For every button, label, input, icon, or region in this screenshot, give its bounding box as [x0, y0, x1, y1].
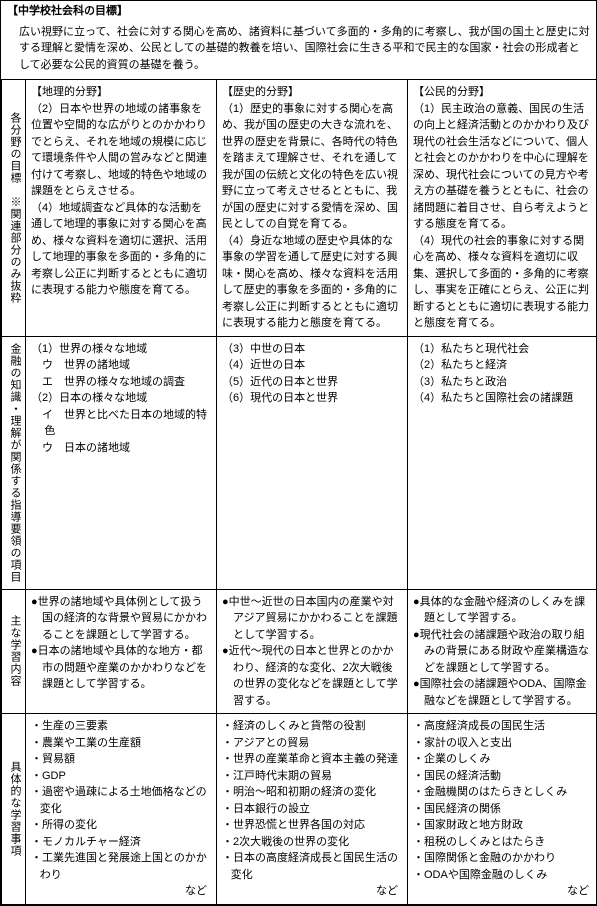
goals-civic-text: （1）民主政治の意義、国民の生活の向上と経済活動とのかかわり及び現代の社会生活な…	[413, 101, 593, 332]
cell-content-hist: ●中世〜近世の日本国内の産業や対アジア貿易にかかわることを課題として学習する。●…	[217, 589, 408, 714]
list-item: ・生産の三要素	[31, 718, 211, 735]
list-item: （3）私たちと政治	[413, 374, 593, 391]
list-item: ・2次大戦後の世界の変化	[222, 834, 402, 851]
list-item: （1）世界の様々な地域	[31, 341, 211, 358]
header-section: 【中学校社会科の目標】 広い視野に立って、社会に対する関心を高め、諸資料に基づい…	[1, 1, 596, 79]
list-item: （2）日本の様々な地域	[31, 390, 211, 407]
list-item: ・ODAや国際金融のしくみ	[413, 867, 593, 884]
list-item: ・GDP	[31, 768, 211, 785]
cell-items-hist: ・経済のしくみと貨幣の役割・アジアとの貿易・世界の産業革命と資本主義の発達・江戸…	[217, 714, 408, 905]
goals-geo-text: （2）日本や世界の地域の諸事象を位置や空間的な広がりとのかかわりでとらえ、それを…	[31, 101, 211, 299]
cell-content-civic: ●具体的な金融や経済のしくみを課題として学習する。●現代社会の諸課題や政治の取り…	[408, 589, 597, 714]
list-item: （6）現代の日本と世界	[222, 390, 402, 407]
cell-finance-civic: （1）私たちと現代社会（2）私たちと経済（3）私たちと政治（4）私たちと国際社会…	[408, 336, 597, 589]
list-item: （4）近世の日本	[222, 357, 402, 374]
list-item: （4）私たちと国際社会の諸課題	[413, 390, 593, 407]
list-item: ・所得の変化	[31, 817, 211, 834]
row-items: 具体的な学習事項 ・生産の三要素・農業や工業の生産額・貿易額・GDP・過密や過疎…	[2, 714, 597, 905]
col-header-geo: 【地理的分野】	[31, 84, 211, 101]
cell-content-geo: ●世界の諸地域や具体例として扱う国の経済的な背景や貿易にかかわることを課題として…	[26, 589, 217, 714]
etc-geo: など	[31, 883, 211, 900]
list-item: ●現代社会の諸課題や政治の取り組みの背景にある財政や産業構造などを課題として学習…	[413, 627, 593, 677]
list-item: ・国家財政と地方財政	[413, 817, 593, 834]
list-item: ・高度経済成長の国民生活	[413, 718, 593, 735]
list-item: ●世界の諸地域や具体例として扱う国の経済的な背景や貿易にかかわることを課題として…	[31, 594, 211, 644]
list-item: ●近代〜現代の日本と世界とのかかわり、経済的な変化、2次大戦後の世界の変化などを…	[222, 643, 402, 709]
list-item: ・農業や工業の生産額	[31, 735, 211, 752]
list-item: ・企業のしくみ	[413, 751, 593, 768]
row-content: 主な学習内容 ●世界の諸地域や具体例として扱う国の経済的な背景や貿易にかかわるこ…	[2, 589, 597, 714]
cell-finance-geo: （1）世界の様々な地域 ウ 世界の諸地域 エ 世界の様々な地域の調査（2）日本の…	[26, 336, 217, 589]
cell-goals-geo: 【地理的分野】 （2）日本や世界の地域の諸事象を位置や空間的な広がりとのかかわり…	[26, 80, 217, 337]
list-item: （3）中世の日本	[222, 341, 402, 358]
list-item: ・日本銀行の設立	[222, 801, 402, 818]
list-item: ●具体的な金融や経済のしくみを課題として学習する。	[413, 594, 593, 627]
cell-goals-hist: 【歴史的分野】 （1）歴史的事象に対する関心を高め、我が国の歴史の大きな流れを、…	[217, 80, 408, 337]
etc-civic: など	[413, 883, 593, 900]
list-item: ・工業先進国と発展途上国とのかかわり	[31, 850, 211, 883]
cell-items-civic: ・高度経済成長の国民生活・家計の収入と支出・企業のしくみ・国民の経済活動・金融機…	[408, 714, 597, 905]
list-item: （1）私たちと現代社会	[413, 341, 593, 358]
row-finance: 金融の知識・理解が関係する指導要領の項目 （1）世界の様々な地域 ウ 世界の諸地…	[2, 336, 597, 589]
content-civic-list: ●具体的な金融や経済のしくみを課題として学習する。●現代社会の諸課題や政治の取り…	[413, 594, 593, 710]
list-item: （5）近代の日本と世界	[222, 374, 402, 391]
content-geo-list: ●世界の諸地域や具体例として扱う国の経済的な背景や貿易にかかわることを課題として…	[31, 594, 211, 693]
main-table: 各分野の目標 ※関連部分のみ抜粋 【地理的分野】 （2）日本や世界の地域の諸事象…	[1, 79, 597, 905]
row-label-items: 具体的な学習事項	[2, 714, 26, 905]
list-item: ・アジアとの貿易	[222, 735, 402, 752]
list-item: ●日本の諸地域や具体的な地方・都市の問題や産業のかかわりなどを課題として学習する…	[31, 643, 211, 693]
goals-hist-text: （1）歴史的事象に対する関心を高め、我が国の歴史の大きな流れを、世界の歴史を背景…	[222, 101, 402, 332]
finance-civic-list: （1）私たちと現代社会（2）私たちと経済（3）私たちと政治（4）私たちと国際社会…	[413, 341, 593, 407]
list-item: ・江戸時代末期の貿易	[222, 768, 402, 785]
list-item: ・国民経済の関係	[413, 801, 593, 818]
list-item: ・国民の経済活動	[413, 768, 593, 785]
list-item: ・日本の高度経済成長と国民生活の変化	[222, 850, 402, 883]
list-item: ・世界の産業革命と資本主義の発達	[222, 751, 402, 768]
header-body: 広い視野に立って、社会に対する関心を高め、諸資料に基づいて多面的・多角的に考察し…	[1, 22, 596, 80]
list-item: ・世界恐慌と世界各国の対応	[222, 817, 402, 834]
list-item: エ 世界の様々な地域の調査	[31, 374, 211, 391]
list-item: ●国際社会の諸課題やODA、国際金融などを課題として学習する。	[413, 676, 593, 709]
items-civic-list: ・高度経済成長の国民生活・家計の収入と支出・企業のしくみ・国民の経済活動・金融機…	[413, 718, 593, 883]
col-header-hist: 【歴史的分野】	[222, 84, 402, 101]
list-item: ・租税のしくみとはたらき	[413, 834, 593, 851]
finance-geo-list: （1）世界の様々な地域 ウ 世界の諸地域 エ 世界の様々な地域の調査（2）日本の…	[31, 341, 211, 457]
list-item: ・国際関係と金融のかかわり	[413, 850, 593, 867]
list-item: ウ 世界の諸地域	[31, 357, 211, 374]
items-hist-list: ・経済のしくみと貨幣の役割・アジアとの貿易・世界の産業革命と資本主義の発達・江戸…	[222, 718, 402, 883]
cell-finance-hist: （3）中世の日本（4）近世の日本（5）近代の日本と世界（6）現代の日本と世界	[217, 336, 408, 589]
col-header-civic: 【公民的分野】	[413, 84, 593, 101]
list-item: （2）私たちと経済	[413, 357, 593, 374]
list-item: ●中世〜近世の日本国内の産業や対アジア貿易にかかわることを課題として学習する。	[222, 594, 402, 644]
list-item: ウ 日本の諸地域	[31, 440, 211, 457]
list-item: ・明治〜昭和初期の経済の変化	[222, 784, 402, 801]
list-item: ・経済のしくみと貨幣の役割	[222, 718, 402, 735]
cell-goals-civic: 【公民的分野】 （1）民主政治の意義、国民の生活の向上と経済活動とのかかわり及び…	[408, 80, 597, 337]
etc-hist: など	[222, 883, 402, 900]
cell-items-geo: ・生産の三要素・農業や工業の生産額・貿易額・GDP・過密や過疎による土地価格など…	[26, 714, 217, 905]
list-item: ・家計の収入と支出	[413, 735, 593, 752]
content-hist-list: ●中世〜近世の日本国内の産業や対アジア貿易にかかわることを課題として学習する。●…	[222, 594, 402, 710]
row-label-finance: 金融の知識・理解が関係する指導要領の項目	[2, 336, 26, 589]
document-frame: 【中学校社会科の目標】 広い視野に立って、社会に対する関心を高め、諸資料に基づい…	[0, 0, 597, 906]
row-label-goals: 各分野の目標 ※関連部分のみ抜粋	[2, 80, 26, 337]
list-item: ・モノカルチャー経済	[31, 834, 211, 851]
list-item: ・金融機関のはたらきとしくみ	[413, 784, 593, 801]
list-item: イ 世界と比べた日本の地域的特色	[31, 407, 211, 440]
list-item: ・過密や過疎による土地価格などの変化	[31, 784, 211, 817]
row-goals: 各分野の目標 ※関連部分のみ抜粋 【地理的分野】 （2）日本や世界の地域の諸事象…	[2, 80, 597, 337]
items-geo-list: ・生産の三要素・農業や工業の生産額・貿易額・GDP・過密や過疎による土地価格など…	[31, 718, 211, 883]
header-title: 【中学校社会科の目標】	[1, 1, 596, 22]
row-label-content: 主な学習内容	[2, 589, 26, 714]
list-item: ・貿易額	[31, 751, 211, 768]
finance-hist-list: （3）中世の日本（4）近世の日本（5）近代の日本と世界（6）現代の日本と世界	[222, 341, 402, 407]
